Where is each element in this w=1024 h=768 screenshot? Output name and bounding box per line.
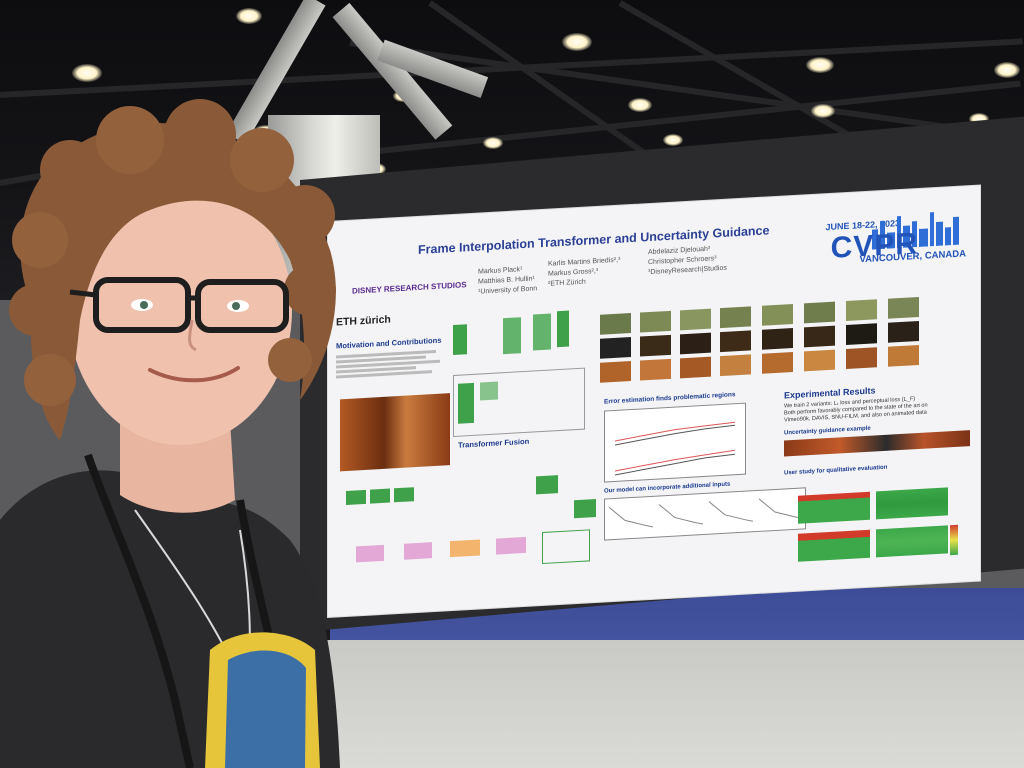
ceiling-light: [72, 64, 102, 82]
ceiling-light: [483, 137, 503, 149]
ceiling-light: [994, 62, 1020, 78]
ceiling-light: [806, 57, 834, 73]
psnr-plot: [604, 402, 746, 483]
psnr-plot-lines: [614, 421, 736, 476]
concrete-floor: [320, 640, 1024, 768]
ceiling-light: [236, 8, 262, 24]
ceiling-light: [562, 33, 592, 51]
skyline-logo: [872, 212, 959, 250]
ceiling-light: [628, 98, 652, 112]
conference-poster: Frame Interpolation Transformer and Unce…: [328, 185, 980, 617]
ceiling-light: [663, 134, 683, 146]
ceiling-light: [811, 104, 835, 118]
